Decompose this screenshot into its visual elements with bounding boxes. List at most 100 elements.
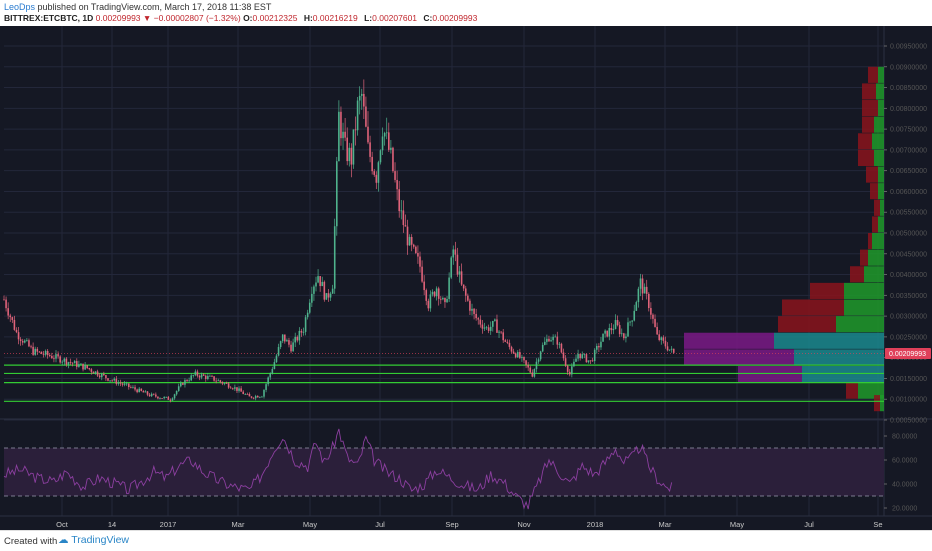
candle-body: [577, 353, 579, 359]
candle-body: [390, 147, 392, 150]
change-value: −0.00002807 (−1.32%): [153, 13, 241, 23]
candle-body: [130, 387, 132, 388]
time-axis[interactable]: Oct 14 2017 Mar May Jul Sep Nov 2018 Mar May Jul Se: [56, 520, 882, 529]
candle-body: [55, 354, 57, 359]
candle-body: [604, 330, 606, 334]
candle-body: [589, 360, 592, 362]
candle-body: [596, 345, 598, 350]
candle-body: [319, 276, 321, 287]
rsi-axis[interactable]: 80.0000 60.0000 40.0000 20.0000: [884, 434, 917, 513]
candle-body: [192, 375, 195, 376]
price-tick-label: 0.00450000: [890, 251, 927, 258]
candle-body: [128, 383, 130, 388]
candle-body: [373, 171, 376, 175]
candle-body: [660, 337, 663, 341]
price-tick-label: 0.00500000: [890, 231, 927, 238]
candle-body: [487, 327, 490, 331]
chart-area[interactable]: 0.00950000 0.00900000 0.00850000 0.00800000…: [0, 26, 932, 530]
candle-body: [281, 334, 284, 342]
candle-body: [103, 373, 105, 376]
candle-body: [157, 396, 159, 399]
volume-bar-up: [844, 299, 884, 316]
candle-body: [80, 363, 82, 365]
price-tick-label: 0.00900000: [890, 64, 927, 71]
candle-body: [458, 271, 461, 275]
tradingview-cloud-icon: ☁: [58, 534, 69, 546]
candle-body: [161, 398, 163, 399]
candle-body: [444, 297, 446, 303]
volume-bar-up: [794, 349, 884, 366]
volume-bar-down: [870, 183, 878, 200]
candle-body: [94, 371, 97, 374]
candle-body: [98, 375, 101, 378]
volume-bar-up: [878, 216, 884, 233]
candle-body: [496, 319, 498, 333]
volume-bar-up: [774, 332, 884, 349]
candle-body: [165, 396, 168, 398]
candle-body: [637, 288, 640, 303]
price-tick-label: 0.00800000: [890, 106, 927, 113]
candle-body: [53, 358, 55, 360]
candle-body: [182, 383, 184, 385]
candle-body: [219, 380, 222, 382]
price-tick-label: 0.00700000: [890, 147, 927, 154]
candle-body: [408, 236, 411, 246]
candle-body: [645, 286, 648, 294]
candle-body: [263, 389, 265, 397]
candle-body: [435, 288, 438, 297]
candle-body: [452, 249, 455, 258]
candle-body: [579, 353, 581, 359]
candle-body: [306, 312, 309, 318]
candle-body: [398, 189, 400, 212]
candle-body: [292, 342, 294, 352]
open-label: O:: [243, 13, 253, 23]
candle-body: [250, 396, 253, 398]
candle-body: [492, 320, 494, 327]
rsi-tick-label: 60.0000: [892, 458, 917, 465]
candle-body: [204, 375, 207, 379]
price-tick-label: 0.00050000: [890, 418, 927, 425]
candle-body: [650, 308, 652, 315]
candle-body: [302, 331, 305, 333]
candle-body: [329, 293, 332, 298]
candle-body: [211, 375, 213, 377]
candle-body: [273, 362, 276, 369]
candle-body: [338, 111, 340, 162]
candle-body: [360, 93, 363, 96]
candle-body: [446, 298, 448, 303]
time-tick-label: May: [730, 520, 744, 529]
candle-body: [215, 380, 217, 382]
candle-body: [121, 383, 124, 385]
candle-body: [664, 340, 667, 347]
candle-body: [275, 355, 278, 363]
candle-body: [392, 147, 394, 172]
price-tick-label: 0.00100000: [890, 397, 927, 404]
candle-body: [541, 344, 544, 352]
candle-body: [327, 293, 330, 298]
candle-body: [662, 337, 665, 341]
candle-body: [267, 377, 269, 385]
candle-body: [367, 126, 369, 143]
candle-body: [410, 236, 413, 245]
tradingview-brand[interactable]: ☁ TradingView: [58, 534, 129, 546]
price-axis[interactable]: 0.00950000 0.00900000 0.00850000 0.00800000…: [884, 44, 931, 425]
candle-body: [119, 382, 122, 384]
candle-body: [221, 381, 224, 384]
candle-body: [568, 371, 571, 375]
symbol-info: BITTREX:ETCBTC, 1D 0.00209993 ▼ −0.00002…: [4, 13, 481, 23]
candle-body: [467, 295, 469, 301]
candle-body: [654, 318, 656, 327]
author-link[interactable]: LeoDps: [4, 2, 36, 12]
candle-body: [383, 132, 386, 137]
volume-bar-up: [874, 116, 884, 133]
candle-body: [610, 327, 613, 331]
candle-body: [284, 334, 286, 342]
time-tick-label: May: [303, 520, 317, 529]
candle-body: [26, 340, 28, 342]
candle-body: [313, 286, 315, 294]
volume-bar-down: [868, 66, 878, 83]
symbol-label: BITTREX:ETCBTC, 1D: [4, 13, 94, 23]
candle-body: [19, 339, 22, 341]
candle-body: [125, 383, 128, 385]
volume-profile: [684, 66, 884, 412]
